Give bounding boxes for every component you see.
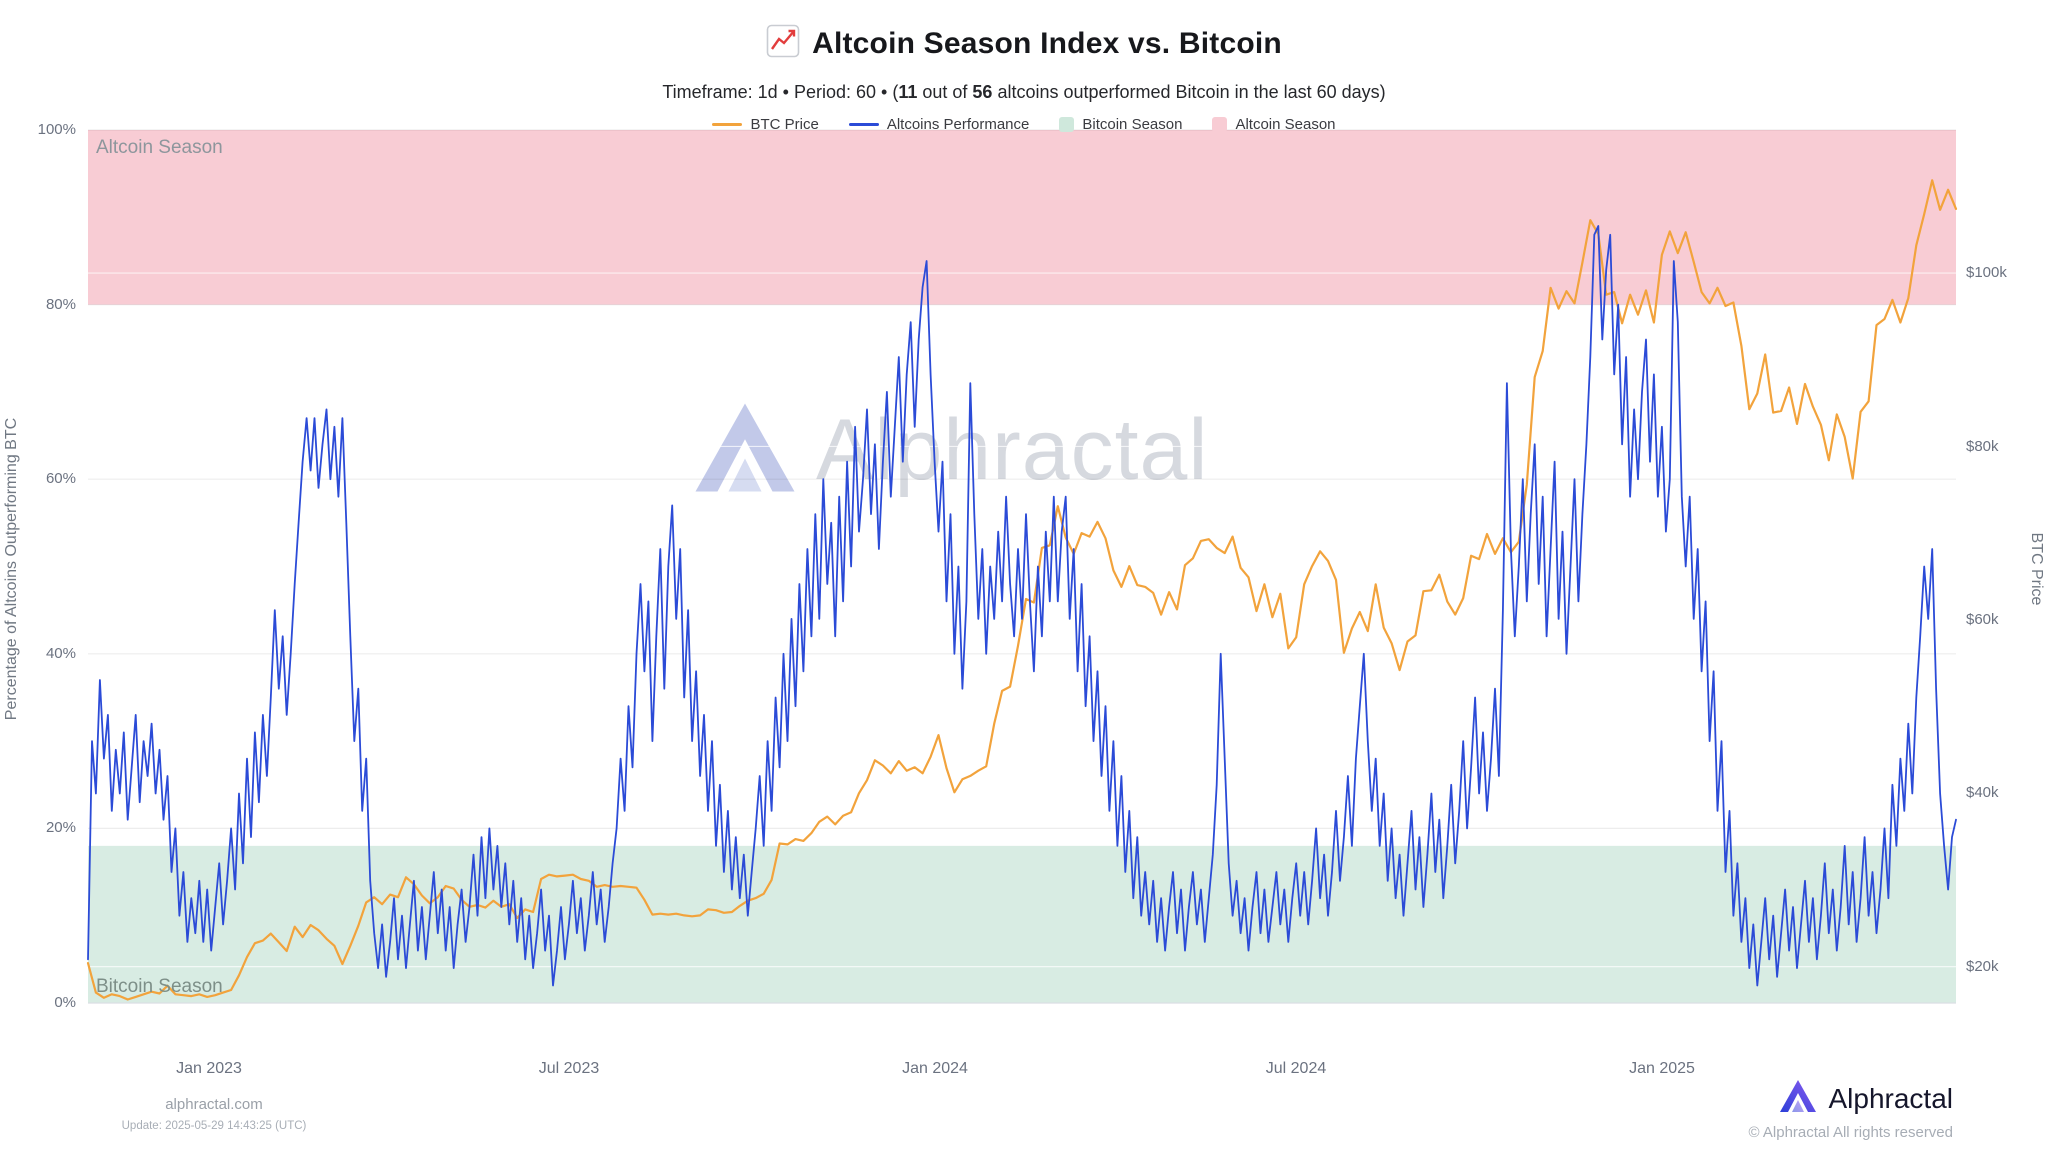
right-axis-tick: $100k xyxy=(1966,264,2007,281)
left-axis-tick: 40% xyxy=(45,645,76,662)
alphractal-logo-watermark-icon xyxy=(690,398,800,502)
x-axis-tick: Jan 2024 xyxy=(902,1060,968,1077)
legend-label: Altcoin Season xyxy=(1235,116,1336,133)
subtitle-lead: Timeframe: 1d • Period: 60 • ( xyxy=(662,82,899,102)
x-axis-tick: Jul 2023 xyxy=(538,1060,600,1077)
bitcoin-season-swatch xyxy=(1059,117,1075,132)
alphractal-site-link[interactable]: alphractal.com xyxy=(165,1096,263,1113)
chart-subtitle: Timeframe: 1d • Period: 60 • (11 out of … xyxy=(0,82,2048,103)
x-axis-tick: Jan 2025 xyxy=(1629,1060,1695,1077)
legend-item-btc-price[interactable]: BTC Price xyxy=(712,116,819,133)
legend-item-bitcoin-season[interactable]: Bitcoin Season xyxy=(1059,116,1182,133)
left-axis-tick: 20% xyxy=(45,819,76,836)
legend-item-altcoin-season[interactable]: Altcoin Season xyxy=(1212,116,1336,133)
subtitle-mid: out of xyxy=(917,82,973,102)
left-axis-title: Percentage of Altcoins Outperforming BTC xyxy=(3,417,20,721)
chart-increasing-icon xyxy=(766,24,800,63)
update-timestamp: Update: 2025-05-29 14:43:25 (UTC) xyxy=(121,1120,307,1132)
alphractal-brand-name: Alphractal xyxy=(1828,1082,1953,1114)
btc-price-line-swatch xyxy=(712,123,743,126)
altcoin-season-swatch xyxy=(1212,117,1228,132)
right-axis-title: BTC Price xyxy=(2028,532,2045,606)
footer-left: alphractal.com Update: 2025-05-29 14:43:… xyxy=(104,1096,324,1132)
right-axis-tick: $60k xyxy=(1966,611,1999,628)
right-axis-tick: $40k xyxy=(1966,784,1999,801)
chart-legend: BTC Price Altcoins Performance Bitcoin S… xyxy=(0,116,2048,133)
chart-title-row: Altcoin Season Index vs. Bitcoin xyxy=(0,24,2048,63)
x-axis-tick: Jul 2024 xyxy=(1265,1060,1327,1077)
page-title: Altcoin Season Index vs. Bitcoin xyxy=(812,26,1282,60)
right-axis-tick: $20k xyxy=(1966,958,1999,975)
left-axis-tick: 80% xyxy=(45,296,76,313)
altcoins-line-swatch xyxy=(848,123,879,126)
subtitle-tail: altcoins outperformed Bitcoin in the las… xyxy=(992,82,1386,102)
legend-label: BTC Price xyxy=(750,116,819,133)
bitcoin-season-band-label: Bitcoin Season xyxy=(96,976,223,997)
legend-label: Bitcoin Season xyxy=(1082,116,1183,133)
x-axis-tick: Jan 2023 xyxy=(176,1060,242,1077)
subtitle-count: 11 xyxy=(898,82,918,102)
subtitle-total: 56 xyxy=(972,82,993,102)
footer-right: Alphractal © Alphractal All rights reser… xyxy=(1749,1078,1953,1141)
legend-label: Altcoins Performance xyxy=(886,116,1030,133)
right-axis-tick: $80k xyxy=(1966,438,1999,455)
altcoin-season-band-label: Altcoin Season xyxy=(96,137,223,158)
alphractal-logo-icon xyxy=(1778,1078,1818,1119)
legend-item-altcoins-performance[interactable]: Altcoins Performance xyxy=(848,116,1030,133)
left-axis-tick: 60% xyxy=(45,470,76,487)
left-axis-tick: 0% xyxy=(54,994,76,1011)
copyright-text: © Alphractal All rights reserved xyxy=(1748,1124,1953,1141)
left-axis-tick: 100% xyxy=(37,121,76,138)
